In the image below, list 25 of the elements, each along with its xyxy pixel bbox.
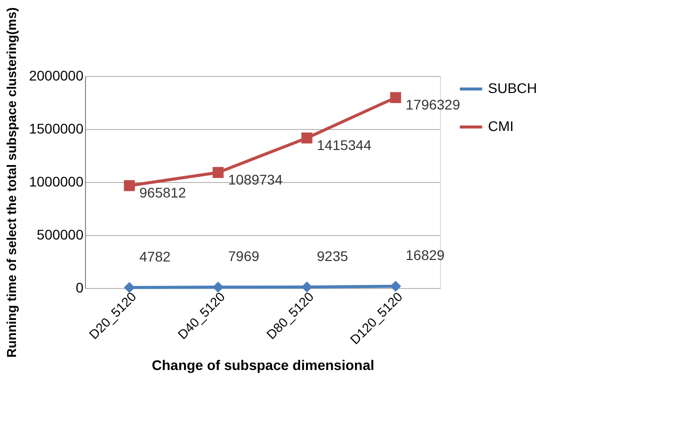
- y-tick-label: 500000: [36, 226, 84, 242]
- point: [124, 180, 135, 192]
- y-tick-label: 2000000: [28, 68, 84, 84]
- y-tick-label: 1500000: [28, 120, 84, 136]
- y-tick-label: 0: [76, 280, 84, 296]
- point: [212, 167, 224, 178]
- data-label: 1796329: [406, 96, 460, 113]
- y-tick-label: 1000000: [28, 174, 84, 190]
- data-label: 16829: [406, 247, 445, 264]
- data-label: 1089734: [228, 171, 283, 188]
- point: [301, 132, 312, 144]
- y-axis-title: Running time of select the total subspace clustering(ms): [4, 7, 19, 358]
- legend-label: SUBCH: [488, 80, 538, 96]
- data-label: 4782: [139, 248, 171, 264]
- point: [390, 92, 402, 104]
- point: [390, 280, 402, 292]
- data-label: 7969: [228, 248, 260, 264]
- data-label: 965812: [139, 184, 186, 201]
- data-label: 1415344: [316, 136, 372, 153]
- point: [212, 282, 224, 293]
- legend-label: CMI: [488, 118, 514, 134]
- x-axis-title: Change of subspace dimensional: [152, 357, 374, 374]
- data-label: 9235: [316, 248, 348, 264]
- point: [124, 282, 135, 293]
- point: [301, 282, 312, 292]
